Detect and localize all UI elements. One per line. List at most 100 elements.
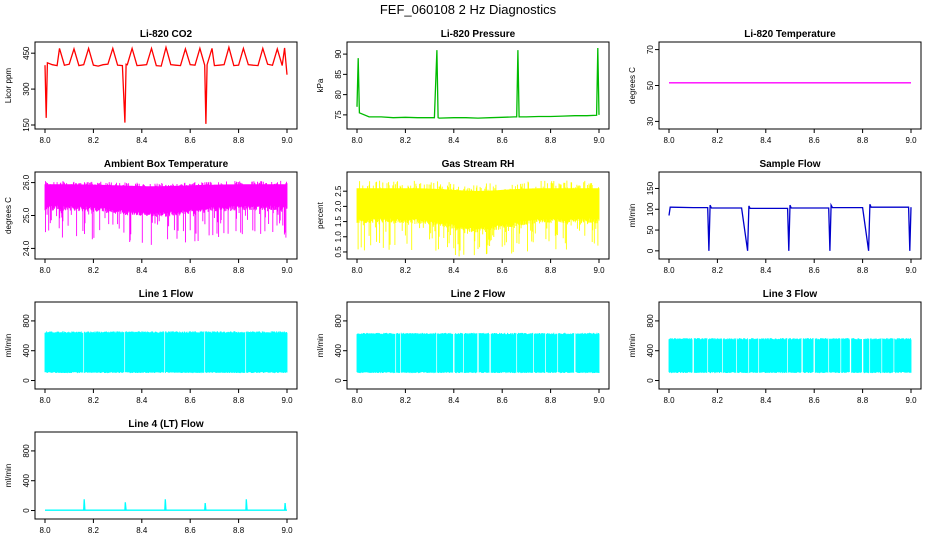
li-820-pressure-xtick-label: 8.0: [351, 136, 363, 145]
line-2-flow-xtick-label: 8.8: [545, 396, 557, 405]
line-4-lt-flow-xtick-label: 8.6: [185, 526, 197, 535]
line-3-flow-xtick-label: 9.0: [905, 396, 917, 405]
panel-line-1-flow: Line 1 Flow 8.0 8.2 8.4 8.6 8.8 9.0 0 400 800 ml/m…: [4, 289, 298, 405]
sample-flow-frame: [658, 171, 922, 260]
line-4-lt-flow-ytick-label: 400: [22, 473, 31, 487]
gas-stream-rh-xtick-label: 8.2: [400, 266, 412, 275]
ambient-box-temperature-xtick-label: 8.0: [39, 266, 51, 275]
line-4-lt-flow-ylabel: ml/min: [4, 464, 13, 488]
gas-stream-rh-series-band: [356, 180, 600, 257]
sample-flow-ytick-label: 50: [646, 225, 655, 234]
li-820-pressure-ytick-label: 75: [334, 110, 343, 119]
li-820-temperature-xtick-label: 8.6: [809, 136, 821, 145]
sample-flow-ylabel: ml/min: [628, 204, 637, 228]
li-820-pressure-series-line: [356, 47, 600, 119]
sample-flow-xtick-label: 8.8: [857, 266, 869, 275]
li-820-temperature-xtick-label: 9.0: [905, 136, 917, 145]
li-820-pressure-xtick-label: 8.6: [497, 136, 509, 145]
line-2-flow-xtick-label: 8.0: [351, 396, 363, 405]
li-820-temperature-ytick-label: 70: [646, 45, 655, 54]
li-820-co2-title: Li-820 CO2: [140, 29, 193, 40]
li-820-temperature-frame: [658, 41, 922, 130]
li-820-pressure-ylabel: kPa: [316, 78, 325, 92]
gas-stream-rh-ytick-label: 1.5: [334, 215, 343, 227]
line-2-flow-title: Line 2 Flow: [451, 289, 506, 300]
li-820-temperature-xtick-label: 8.0: [663, 136, 675, 145]
sample-flow-xtick-label: 8.0: [663, 266, 675, 275]
line-2-flow-ytick-label: 800: [334, 314, 343, 328]
li-820-co2-xtick-label: 8.0: [39, 136, 51, 145]
li-820-co2-ytick-label: 450: [22, 46, 31, 60]
li-820-temperature-ytick-label: 30: [646, 116, 655, 125]
ambient-box-temperature-xtick-label: 8.4: [136, 266, 148, 275]
sample-flow-title: Sample Flow: [759, 159, 820, 170]
line-3-flow-xtick-label: 8.0: [663, 396, 675, 405]
li-820-co2-xtick-label: 8.8: [233, 136, 245, 145]
line-1-flow-xtick-label: 9.0: [281, 396, 293, 405]
line-2-flow-frame: [346, 301, 610, 390]
line-4-lt-flow-frame: [34, 431, 298, 520]
line-4-lt-flow-xtick-label: 8.0: [39, 526, 51, 535]
line-2-flow-xtick-label: 8.6: [497, 396, 509, 405]
line-1-flow-series-band: [44, 331, 288, 374]
line-1-flow-ylabel: ml/min: [4, 334, 13, 358]
gas-stream-rh-title: Gas Stream RH: [442, 159, 515, 170]
line-4-lt-flow-series-line: [45, 499, 287, 511]
line-3-flow-series-band: [668, 338, 912, 374]
line-3-flow-frame: [658, 301, 922, 390]
line-1-flow-frame: [34, 301, 298, 390]
gas-stream-rh-ytick-label: 0.5: [334, 246, 343, 258]
li-820-pressure-xtick-label: 8.4: [448, 136, 460, 145]
line-4-lt-flow-ytick-label: 800: [22, 444, 31, 458]
li-820-pressure-ytick-label: 90: [334, 49, 343, 58]
li-820-co2-xtick-label: 8.2: [88, 136, 100, 145]
li-820-pressure-xtick-label: 9.0: [593, 136, 605, 145]
gas-stream-rh-xtick-label: 9.0: [593, 266, 605, 275]
line-4-lt-flow-ytick-label: 0: [22, 508, 31, 513]
panel-li-820-pressure: Li-820 Pressure 8.0 8.2 8.4 8.6 8.8 9.0 75 80 85 9…: [316, 29, 610, 145]
ambient-box-temperature-ylabel: degrees C: [4, 197, 13, 234]
li-820-temperature-xtick-label: 8.2: [712, 136, 724, 145]
ambient-box-temperature-xtick-label: 8.6: [185, 266, 197, 275]
li-820-pressure-ytick-label: 85: [334, 69, 343, 78]
line-3-flow-ylabel: ml/min: [628, 334, 637, 358]
sample-flow-xtick-label: 8.4: [760, 266, 772, 275]
figure-title: FEF_060108 2 Hz Diagnostics: [379, 2, 557, 17]
sample-flow-xtick-label: 8.6: [809, 266, 821, 275]
ambient-box-temperature-ytick-label: 24.0: [22, 240, 31, 256]
panel-li-820-temperature: Li-820 Temperature 8.0 8.2 8.4 8.6 8.8 9.0 30 50…: [628, 29, 922, 145]
line-4-lt-flow-xtick-label: 9.0: [281, 526, 293, 535]
ambient-box-temperature-series-band: [44, 180, 288, 245]
li-820-co2-xtick-label: 9.0: [281, 136, 293, 145]
line-3-flow-ytick-label: 400: [646, 343, 655, 357]
gas-stream-rh-ytick-label: 2.5: [334, 185, 343, 197]
panel-line-3-flow: Line 3 Flow 8.0 8.2 8.4 8.6 8.8 9.0 0 400 800 ml/m…: [628, 289, 922, 405]
line-1-flow-xtick-label: 8.2: [88, 396, 100, 405]
line-3-flow-xtick-label: 8.6: [809, 396, 821, 405]
ambient-box-temperature-ytick-label: 26.0: [22, 174, 31, 190]
panel-li-820-co2: Li-820 CO2 8.0 8.2 8.4 8.6 8.8 9.0 150 300 450 Lic…: [4, 29, 298, 145]
li-820-temperature-ylabel: degrees C: [628, 67, 637, 104]
line-3-flow-xtick-label: 8.4: [760, 396, 772, 405]
line-1-flow-xtick-label: 8.0: [39, 396, 51, 405]
line-3-flow-ytick-label: 0: [646, 378, 655, 383]
li-820-co2-frame: [34, 41, 298, 130]
li-820-temperature-title: Li-820 Temperature: [744, 29, 836, 40]
li-820-co2-xtick-label: 8.4: [136, 136, 148, 145]
li-820-co2-series-line: [44, 44, 288, 124]
li-820-co2-ylabel: Licor ppm: [4, 68, 13, 103]
gas-stream-rh-xtick-label: 8.4: [448, 266, 460, 275]
gas-stream-rh-xtick-label: 8.0: [351, 266, 363, 275]
li-820-pressure-title: Li-820 Pressure: [441, 29, 516, 40]
ambient-box-temperature-xtick-label: 8.8: [233, 266, 245, 275]
line-1-flow-xtick-label: 8.6: [185, 396, 197, 405]
line-2-flow-ytick-label: 400: [334, 343, 343, 357]
li-820-temperature-ytick-label: 50: [646, 81, 655, 90]
line-3-flow-title: Line 3 Flow: [763, 289, 818, 300]
li-820-co2-ytick-label: 300: [22, 82, 31, 96]
gas-stream-rh-ytick-minor-label: 2.0: [334, 200, 343, 212]
line-2-flow-ylabel: ml/min: [316, 334, 325, 358]
line-1-flow-xtick-label: 8.4: [136, 396, 148, 405]
sample-flow-ytick-label: 0: [646, 248, 655, 253]
